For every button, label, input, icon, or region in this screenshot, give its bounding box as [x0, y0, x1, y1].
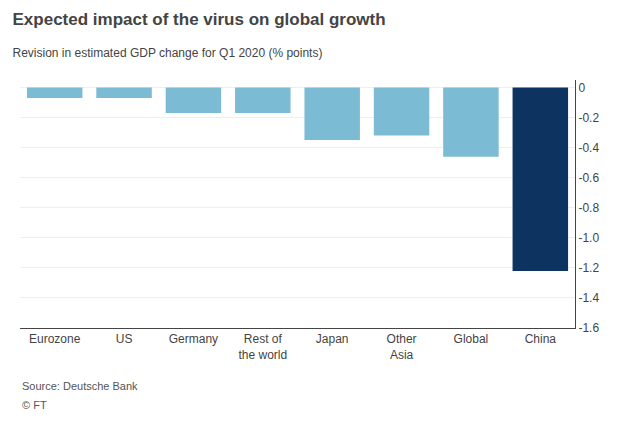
svg-text:China: China: [525, 332, 557, 346]
svg-text:Japan: Japan: [316, 332, 349, 346]
svg-text:-0.6: -0.6: [578, 171, 599, 185]
svg-text:Germany: Germany: [169, 332, 218, 346]
svg-text:-0.2: -0.2: [578, 111, 599, 125]
svg-text:-1.4: -1.4: [578, 291, 599, 305]
svg-text:-0.8: -0.8: [578, 201, 599, 215]
svg-text:-1.2: -1.2: [578, 261, 599, 275]
svg-text:© FT: © FT: [22, 399, 47, 411]
svg-text:US: US: [116, 332, 133, 346]
svg-text:0: 0: [578, 81, 585, 95]
svg-text:OtherAsia: OtherAsia: [387, 332, 417, 362]
svg-text:Revision in estimated GDP chan: Revision in estimated GDP change for Q1 …: [13, 46, 323, 60]
svg-text:-1.0: -1.0: [578, 231, 599, 245]
svg-text:Global: Global: [454, 332, 489, 346]
svg-text:Eurozone: Eurozone: [29, 332, 81, 346]
svg-text:-0.4: -0.4: [578, 141, 599, 155]
svg-text:Rest ofthe world: Rest ofthe world: [238, 332, 287, 362]
svg-text:Source: Deutsche Bank: Source: Deutsche Bank: [22, 380, 138, 392]
svg-text:-1.6: -1.6: [578, 321, 599, 335]
svg-text:Expected impact of the virus o: Expected impact of the virus on global g…: [13, 10, 386, 29]
